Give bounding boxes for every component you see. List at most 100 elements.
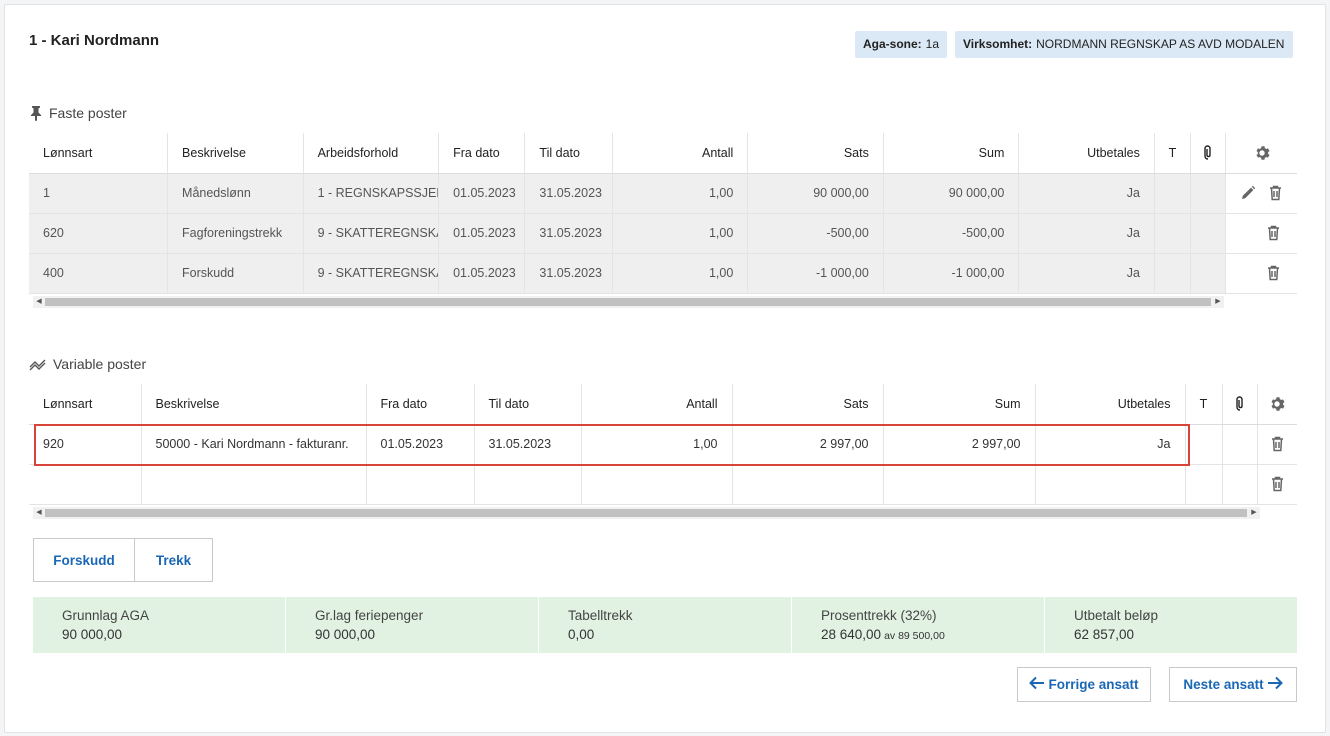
cell-actions — [1257, 464, 1297, 505]
table-row[interactable]: 920 50000 - Kari Nordmann - fakturanr. 0… — [29, 424, 1297, 465]
cell-t — [1154, 213, 1192, 254]
table-row[interactable]: 1 Månedslønn 1 - REGNSKAPSSJEF 01.05.202… — [29, 173, 1297, 214]
cell-fra-dato: 01.05.2023 — [438, 253, 526, 294]
arrow-right-icon — [1267, 676, 1283, 693]
previous-employee-button[interactable]: Forrige ansatt — [1017, 667, 1151, 702]
summary-grunnlag-aga: Grunnlag AGA 90 000,00 — [33, 597, 286, 653]
cell-attachment — [1222, 464, 1258, 505]
col-sum[interactable]: Sum — [883, 384, 1036, 425]
cell-utbetales: Ja — [1018, 253, 1155, 294]
col-lonnsart[interactable]: Lønnsart — [29, 133, 169, 174]
table-row-empty[interactable] — [29, 464, 1297, 505]
summary-bar: Grunnlag AGA 90 000,00 Gr.lag feriepenge… — [33, 597, 1297, 653]
col-sum[interactable]: Sum — [883, 133, 1020, 174]
cell-lonnsart: 620 — [29, 213, 169, 254]
col-til-dato[interactable]: Til dato — [474, 384, 582, 425]
cell-actions — [1257, 424, 1297, 465]
summary-label: Prosenttrekk (32%) — [821, 608, 937, 623]
cell-til-dato: 31.05.2023 — [524, 253, 613, 294]
summary-tabelltrekk: Tabelltrekk 0,00 — [539, 597, 792, 653]
col-arbeidsforhold[interactable]: Arbeidsforhold — [303, 133, 440, 174]
cell-utbetales[interactable] — [1035, 464, 1186, 505]
forskudd-button[interactable]: Forskudd — [33, 538, 135, 582]
col-fra-dato[interactable]: Fra dato — [366, 384, 475, 425]
col-sats[interactable]: Sats — [732, 384, 884, 425]
cell-fra-dato: 01.05.2023 — [438, 213, 526, 254]
cell-antall[interactable] — [581, 464, 733, 505]
col-til-dato[interactable]: Til dato — [524, 133, 613, 174]
variable-title-label: Variable poster — [53, 356, 147, 372]
col-attachment — [1190, 133, 1227, 174]
action-button-group: Forskudd Trekk — [33, 538, 213, 582]
variable-horizontal-scrollbar[interactable]: ◀ ▶ — [33, 507, 1260, 519]
summary-label: Grunnlag AGA — [62, 608, 150, 623]
cell-antall: 1,00 — [612, 253, 749, 294]
cell-til-dato[interactable] — [474, 464, 582, 505]
cell-til-dato: 31.05.2023 — [524, 173, 613, 214]
cell-lonnsart[interactable] — [29, 464, 142, 505]
paperclip-icon — [1231, 395, 1249, 413]
cell-sum[interactable] — [883, 464, 1036, 505]
gear-icon[interactable] — [1253, 144, 1271, 162]
cell-beskrivelse[interactable] — [141, 464, 367, 505]
trash-icon[interactable] — [1265, 224, 1283, 242]
previous-employee-label: Forrige ansatt — [1048, 677, 1139, 692]
cell-fra-dato: 01.05.2023 — [366, 424, 475, 465]
col-beskrivelse[interactable]: Beskrivelse — [141, 384, 367, 425]
trash-icon[interactable] — [1265, 264, 1283, 282]
summary-value: 90 000,00 — [62, 627, 123, 642]
cell-fra-dato[interactable] — [366, 464, 475, 505]
trekk-button[interactable]: Trekk — [134, 538, 213, 582]
col-utbetales[interactable]: Utbetales — [1018, 133, 1155, 174]
next-employee-button[interactable]: Neste ansatt — [1169, 667, 1297, 702]
cell-attachment — [1190, 253, 1227, 294]
trash-icon[interactable] — [1266, 184, 1284, 202]
col-beskrivelse[interactable]: Beskrivelse — [167, 133, 304, 174]
table-row[interactable]: 400 Forskudd 9 - SKATTEREGNSKAP 01.05.20… — [29, 253, 1297, 294]
cell-beskrivelse: 50000 - Kari Nordmann - fakturanr. — [141, 424, 367, 465]
scrollbar-thumb[interactable] — [45, 298, 1211, 306]
next-employee-label: Neste ansatt — [1183, 677, 1264, 692]
col-fra-dato[interactable]: Fra dato — [438, 133, 526, 174]
cell-antall: 1,00 — [612, 173, 749, 214]
cell-t[interactable] — [1185, 464, 1223, 505]
variable-section-title: Variable poster — [29, 356, 146, 372]
cell-t — [1185, 424, 1223, 465]
cell-t — [1154, 173, 1192, 214]
col-settings[interactable] — [1225, 133, 1297, 174]
trash-icon[interactable] — [1268, 475, 1286, 493]
col-antall[interactable]: Antall — [581, 384, 733, 425]
variable-table: Lønnsart Beskrivelse Fra dato Til dato A… — [29, 384, 1297, 505]
cell-attachment — [1222, 424, 1258, 465]
scroll-right-arrow[interactable]: ▶ — [1251, 509, 1257, 516]
paperclip-icon — [1199, 144, 1217, 162]
cell-utbetales: Ja — [1018, 213, 1155, 254]
faste-table: Lønnsart Beskrivelse Arbeidsforhold Fra … — [29, 133, 1297, 294]
cell-t — [1154, 253, 1192, 294]
scroll-right-arrow[interactable]: ▶ — [1215, 298, 1221, 305]
scroll-left-arrow[interactable]: ◀ — [36, 509, 42, 516]
col-settings[interactable] — [1257, 384, 1297, 425]
summary-note: av 89 500,00 — [884, 630, 945, 642]
table-row[interactable]: 620 Fagforeningstrekk 9 - SKATTEREGNSKAP… — [29, 213, 1297, 254]
faste-header-row: Lønnsart Beskrivelse Arbeidsforhold Fra … — [29, 133, 1297, 174]
cell-arbeidsforhold: 1 - REGNSKAPSSJEF — [303, 173, 440, 214]
cell-beskrivelse: Fagforeningstrekk — [167, 213, 304, 254]
gear-icon[interactable] — [1268, 395, 1286, 413]
trash-icon[interactable] — [1268, 435, 1286, 453]
col-sats[interactable]: Sats — [747, 133, 884, 174]
scroll-left-arrow[interactable]: ◀ — [36, 298, 42, 305]
summary-utbetalt-belop: Utbetalt beløp 62 857,00 — [1045, 597, 1297, 653]
col-t[interactable]: T — [1154, 133, 1192, 174]
col-utbetales[interactable]: Utbetales — [1035, 384, 1186, 425]
col-t[interactable]: T — [1185, 384, 1223, 425]
pencil-icon[interactable] — [1239, 184, 1257, 202]
col-antall[interactable]: Antall — [612, 133, 749, 174]
col-lonnsart[interactable]: Lønnsart — [29, 384, 142, 425]
cell-sats[interactable] — [732, 464, 884, 505]
scrollbar-thumb[interactable] — [45, 509, 1247, 517]
cell-til-dato: 31.05.2023 — [474, 424, 582, 465]
faste-horizontal-scrollbar[interactable]: ◀ ▶ — [33, 296, 1224, 308]
arrow-left-icon — [1029, 676, 1045, 693]
cell-sum: 2 997,00 — [883, 424, 1036, 465]
